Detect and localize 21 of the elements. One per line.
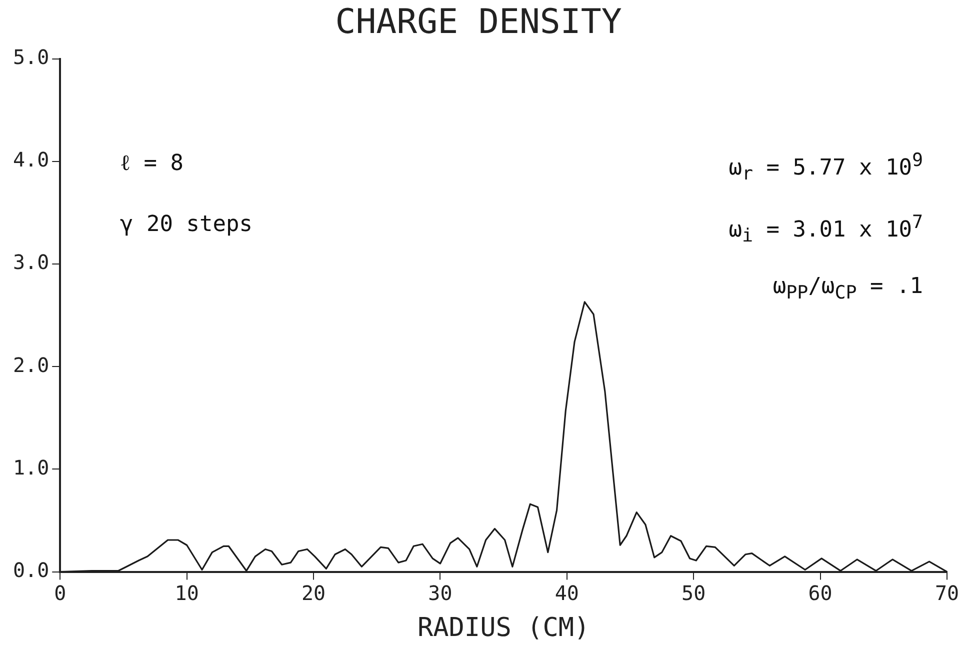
y-tick-label: 4.0 — [13, 148, 50, 172]
x-tick-label: 50 — [682, 581, 706, 606]
y-tick-label: 0.0 — [13, 558, 50, 582]
chart-title: CHARGE DENSITY — [335, 2, 622, 42]
annotation: ω$_{r}$ = 5.77 x 10$^{9}$ — [728, 150, 923, 185]
x-tick-label: 70 — [934, 581, 960, 606]
x-tick-label: 30 — [428, 581, 452, 606]
x-tick-label: 20 — [301, 581, 326, 606]
x-tick-label: 0 — [54, 581, 66, 606]
annotation: ℓ = 8 — [120, 150, 184, 176]
y-tick-label: 2.0 — [13, 352, 50, 377]
annotation: ω$_{PP}$/ω$_{CP}$ = .1 — [772, 274, 923, 304]
x-tick-label: 40 — [554, 581, 579, 606]
y-tick-label: 3.0 — [13, 250, 50, 274]
x-axis-title: RADIUS (CM) — [417, 613, 590, 644]
y-tick-label: 5.0 — [13, 45, 50, 70]
x-tick-label: 10 — [174, 581, 199, 606]
x-tick-label: 60 — [808, 581, 832, 606]
annotation: ω$_{i}$ = 3.01 x 10$^{7}$ — [728, 212, 923, 247]
annotation: γ 20 steps — [120, 212, 252, 237]
y-tick-label: 1.0 — [13, 455, 50, 480]
